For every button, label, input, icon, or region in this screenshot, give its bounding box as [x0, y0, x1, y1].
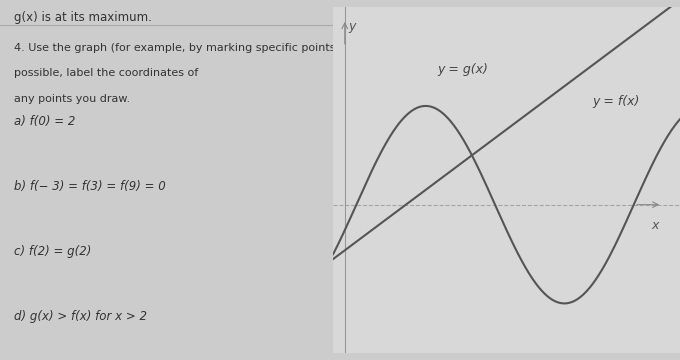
Text: x: x: [651, 220, 658, 233]
Text: y = g(x): y = g(x): [437, 63, 488, 76]
Text: d) g(x) > f(x) for x > 2: d) g(x) > f(x) for x > 2: [14, 310, 147, 323]
Text: any points you draw.: any points you draw.: [14, 94, 130, 104]
Text: b) f(− 3) = f(3) = f(9) = 0: b) f(− 3) = f(3) = f(9) = 0: [14, 180, 165, 193]
Text: possible, label the coordinates of: possible, label the coordinates of: [14, 68, 198, 78]
Text: c) f(2) = g(2): c) f(2) = g(2): [14, 245, 91, 258]
Text: 4. Use the graph (for example, by marking specific points) to illustrate the sta: 4. Use the graph (for example, by markin…: [14, 43, 564, 53]
Text: g(x) is at its maximum.: g(x) is at its maximum.: [14, 11, 152, 24]
Text: a) f(0) = 2: a) f(0) = 2: [14, 115, 75, 128]
Text: y = f(x): y = f(x): [592, 95, 639, 108]
Text: y: y: [348, 21, 356, 33]
